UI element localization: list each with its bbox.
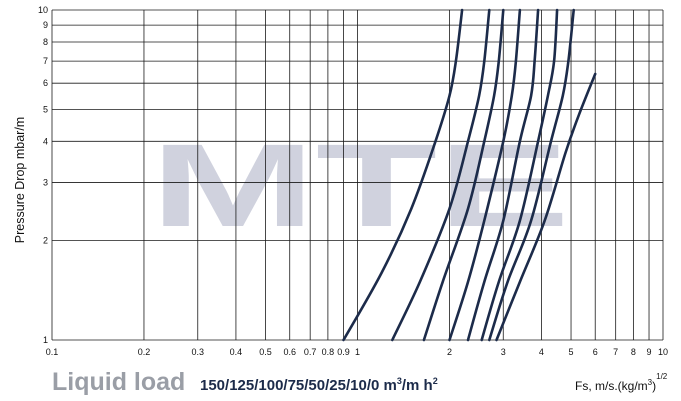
y-tick-label: 9 [43,20,48,30]
x-tick-label: 4 [539,347,544,357]
y-tick-label: 10 [38,5,48,15]
watermark-text: MTE [150,120,570,252]
x-tick-label: 10 [658,347,668,357]
x-tick-label: 0.5 [259,347,272,357]
legend-title: Liquid load [52,368,185,396]
series-line-load-50 [466,8,540,342]
x-tick-label: 7 [613,347,618,357]
y-tick-label: 8 [43,37,48,47]
x-tick-label: 0.4 [230,347,243,357]
x-tick-label: 6 [593,347,598,357]
y-tick-label: 7 [43,56,48,66]
legend-values: 150/125/100/75/50/25/10/0 m3/m h2 [200,376,438,394]
x-tick-label: 8 [631,347,636,357]
series-lines [342,8,597,342]
series-line-load-75 [448,8,522,342]
x-tick-label: 3 [501,347,506,357]
watermark: MTE [150,120,570,252]
y-tick-label: 4 [43,136,48,146]
series-line-load-0 [495,72,597,342]
x-tick-label: 0.1 [46,347,59,357]
y-tick-label: 1 [43,335,48,345]
y-tick-label: 2 [43,236,48,246]
grid [51,9,664,341]
series-line-load-25 [480,8,559,342]
series-line-load-125 [391,8,491,342]
tick-labels: 0.1 0.2 0.3 0.4 0.5 0.6 0.7 0.8 0.9 1 2 3 4 5 6 7 8 9 10 1 2… [38,5,668,357]
series-line-load-10 [488,8,575,342]
x-tick-label: 0.7 [304,347,317,357]
x-tick-label: 0.2 [138,347,151,357]
y-axis-label: Pressure Drop mbar/m [13,117,27,243]
series-line-load-150 [342,8,464,342]
x-tick-label: 5 [569,347,574,357]
x-tick-label: 1 [355,347,360,357]
x-tick-label: 2 [447,347,452,357]
y-tick-label: 6 [43,78,48,88]
x-axis-label: Fs, m/s.(kg/m3)1/2 [575,372,668,393]
y-tick-label: 3 [43,178,48,188]
x-tick-label: 0.6 [283,347,296,357]
series-line-load-100 [422,8,505,342]
x-tick-label: 0.3 [192,347,205,357]
x-tick-label: 0.8 [322,347,335,357]
x-tick-label: 9 [647,347,652,357]
y-tick-label: 5 [43,104,48,114]
x-tick-label: 0.9 [337,347,350,357]
